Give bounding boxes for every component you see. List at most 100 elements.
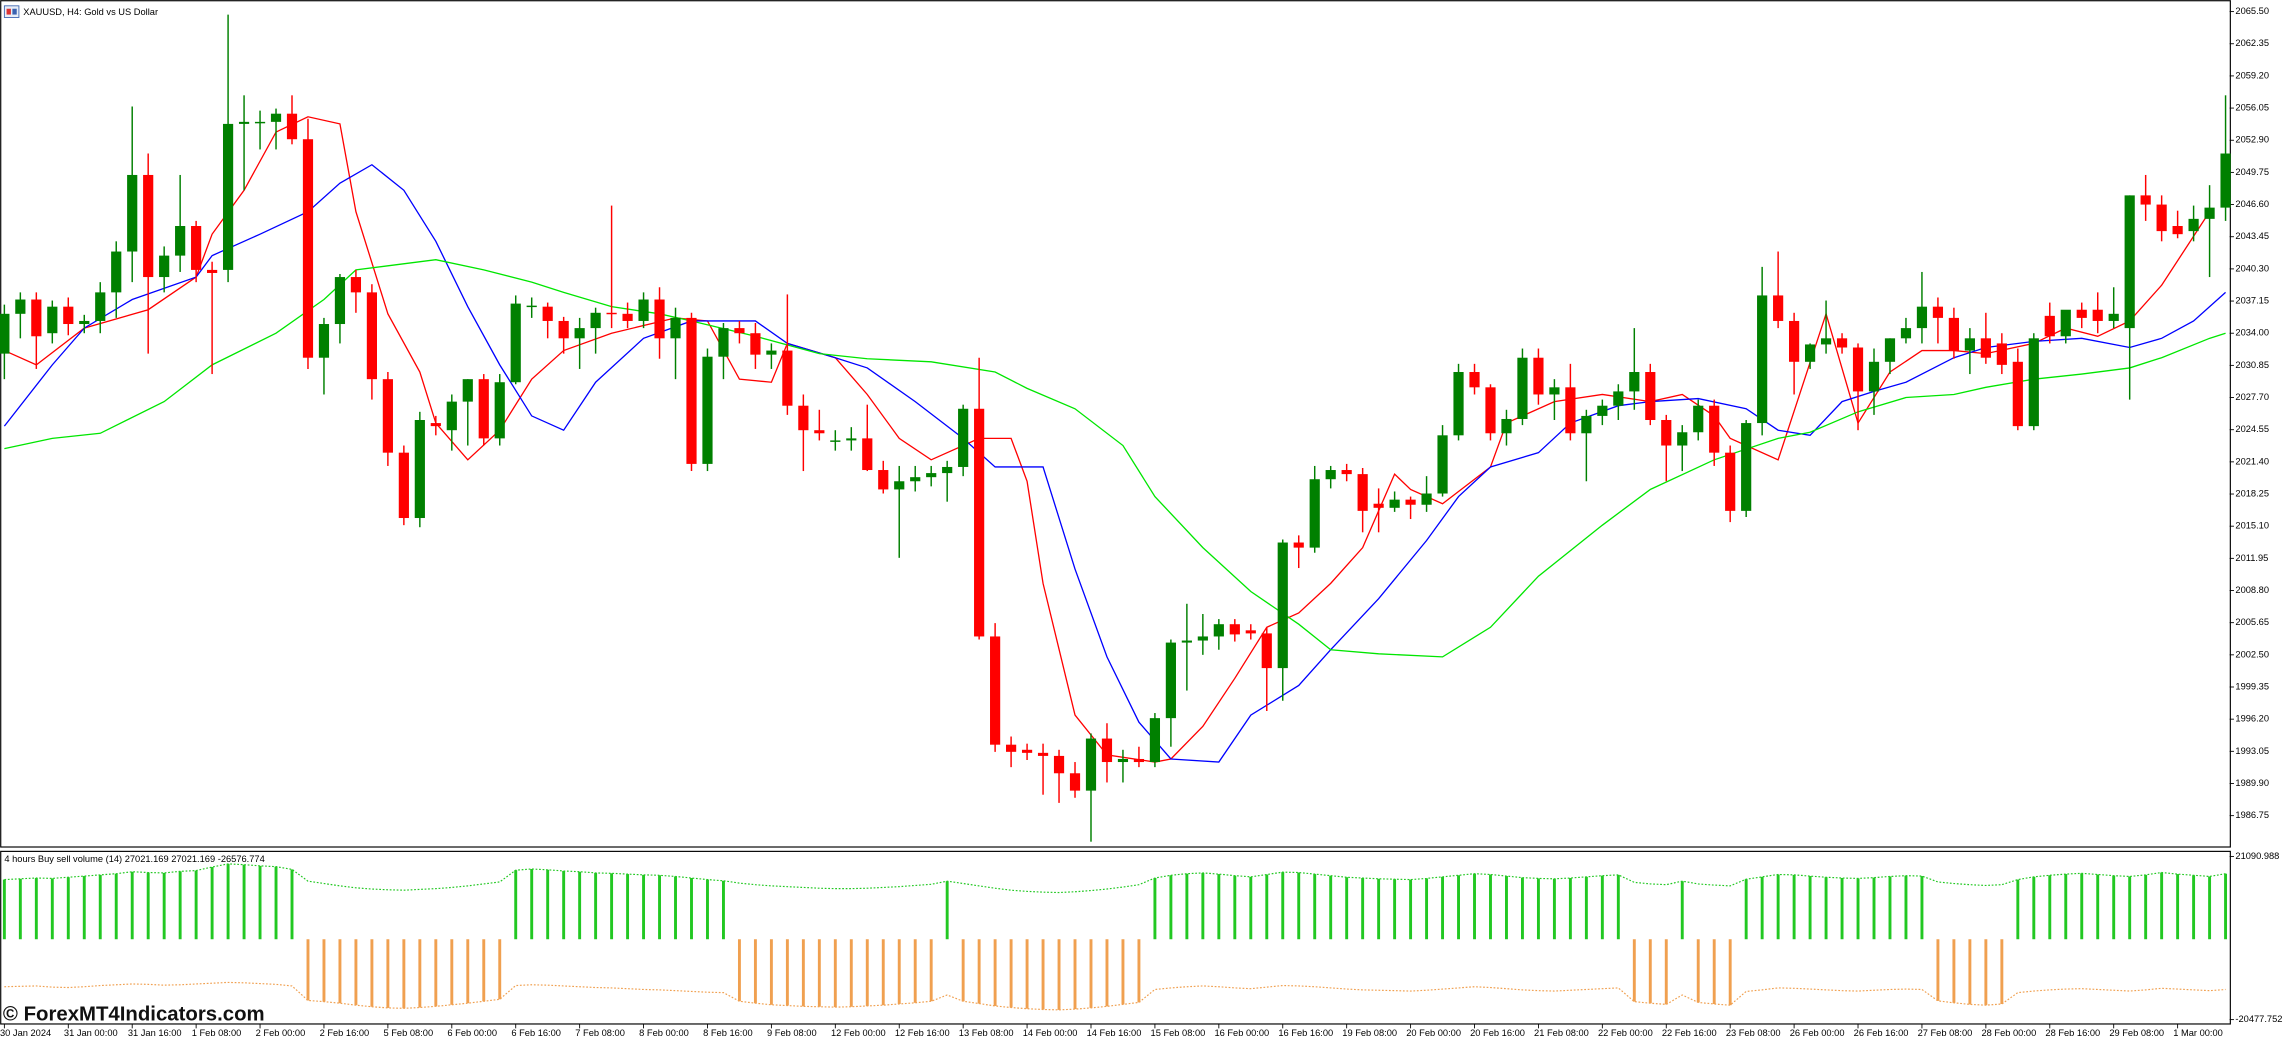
- y-tick-label: 2040.30: [2235, 263, 2269, 273]
- volume-bar: [1441, 876, 1445, 940]
- x-tick-label: 12 Feb 16:00: [895, 1028, 950, 1038]
- x-tick-label: 16 Feb 00:00: [1214, 1028, 1269, 1038]
- volume-bar: [1217, 874, 1221, 940]
- volume-bar: [114, 873, 118, 940]
- candle-body: [1117, 758, 1129, 763]
- volume-bar: [2016, 879, 2020, 940]
- x-tick-label: 15 Feb 08:00: [1151, 1028, 1206, 1038]
- candle-body: [910, 477, 921, 482]
- candle-body: [1852, 347, 1864, 392]
- candle-body: [1006, 744, 1017, 752]
- volume-bar: [1377, 878, 1381, 940]
- volume-bar: [1936, 939, 1940, 1001]
- volume-bar: [1089, 939, 1093, 1008]
- volume-bar: [722, 880, 725, 940]
- volume-bar: [274, 866, 278, 940]
- volume-bar: [1744, 879, 1748, 940]
- x-tick-label: 31 Jan 00:00: [64, 1028, 118, 1038]
- volume-bar: [2096, 874, 2100, 940]
- candle-body: [702, 356, 713, 464]
- candle-body: [1181, 640, 1192, 643]
- volume-bar: [626, 874, 630, 940]
- y-tick-label: 2037.15: [2235, 296, 2269, 306]
- candle-body: [2188, 218, 2199, 232]
- candle-body: [2124, 195, 2135, 329]
- candle-body: [111, 251, 122, 293]
- x-tick-label: 14 Feb 00:00: [1023, 1028, 1078, 1038]
- volume-bar: [482, 939, 486, 1002]
- candle-body: [814, 430, 825, 434]
- candle-body: [1804, 344, 1816, 362]
- y-tick-label: 2046.60: [2235, 199, 2269, 209]
- volume-bar: [2176, 874, 2180, 940]
- x-tick-label: 31 Jan 16:00: [128, 1028, 182, 1038]
- candle-body: [958, 408, 969, 467]
- volume-bar: [306, 939, 310, 1001]
- candle-body: [1996, 343, 2007, 365]
- candle-body: [446, 401, 457, 431]
- volume-bar: [993, 939, 997, 1006]
- volume-bar: [242, 864, 246, 940]
- candle-body: [1581, 415, 1592, 434]
- candle-body: [1341, 470, 1352, 475]
- candle-body: [1069, 773, 1081, 791]
- x-tick-label: 6 Feb 16:00: [511, 1028, 561, 1038]
- volume-bar: [1057, 939, 1061, 1010]
- y-tick-label: 21090.988: [2235, 851, 2279, 861]
- volume-bar: [1249, 876, 1253, 940]
- candle-body: [1485, 387, 1496, 434]
- candle-body: [1325, 470, 1336, 480]
- volume-bar: [1968, 939, 1972, 1005]
- candle-body: [366, 292, 377, 380]
- candle-body: [1053, 755, 1065, 774]
- candle-body: [238, 121, 250, 124]
- candle-body: [1741, 423, 1752, 511]
- candle-body: [2108, 313, 2119, 321]
- x-tick-label: 5 Feb 08:00: [384, 1028, 434, 1038]
- candle-body: [143, 174, 154, 278]
- volume-bar: [1984, 939, 1988, 1006]
- candle-body: [1677, 432, 1688, 446]
- candle-body: [430, 423, 441, 427]
- y-tick-label: -20477.752: [2235, 1014, 2282, 1024]
- candle-body: [1948, 317, 1959, 351]
- volume-bar: [690, 878, 693, 940]
- y-tick-label: 2018.25: [2235, 488, 2269, 498]
- candle-body: [2044, 315, 2055, 337]
- volume-bar: [2064, 874, 2068, 940]
- volume-bar: [1584, 876, 1588, 940]
- x-tick-label: 14 Feb 16:00: [1087, 1028, 1142, 1038]
- x-tick-label: 8 Feb 16:00: [703, 1028, 753, 1038]
- candle-body: [942, 466, 953, 474]
- candle-body: [302, 139, 314, 358]
- volume-bar: [706, 879, 709, 940]
- volume-bar: [1568, 878, 1572, 940]
- volume-bar: [833, 939, 837, 1008]
- volume-bar: [1185, 873, 1189, 940]
- volume-bar: [1313, 874, 1317, 940]
- candle-body: [79, 320, 90, 325]
- candle-body: [862, 438, 873, 471]
- candle-body: [2220, 153, 2231, 208]
- volume-bar: [418, 939, 422, 1008]
- volume-bar: [817, 939, 821, 1007]
- volume-bar: [98, 874, 102, 940]
- candle-body: [974, 408, 985, 637]
- y-tick-label: 2030.85: [2235, 360, 2269, 370]
- candle-body: [2028, 338, 2039, 427]
- volume-bar: [1840, 878, 1844, 940]
- candle-body: [1261, 633, 1272, 669]
- y-tick-label: 1993.05: [2235, 746, 2269, 756]
- candle-body: [2156, 204, 2167, 232]
- candle-body: [1501, 418, 1512, 434]
- volume-bar: [498, 939, 502, 1000]
- symbol-icon: [3, 5, 20, 18]
- candle-body: [2012, 361, 2023, 427]
- candle-body: [542, 306, 553, 321]
- volume-bar: [1457, 875, 1460, 940]
- volume-bar: [18, 878, 22, 940]
- candle-body: [1884, 338, 1896, 362]
- volume-bar: [1664, 939, 1668, 1005]
- y-tick-label: 2005.65: [2235, 617, 2269, 627]
- volume-bar: [562, 870, 566, 940]
